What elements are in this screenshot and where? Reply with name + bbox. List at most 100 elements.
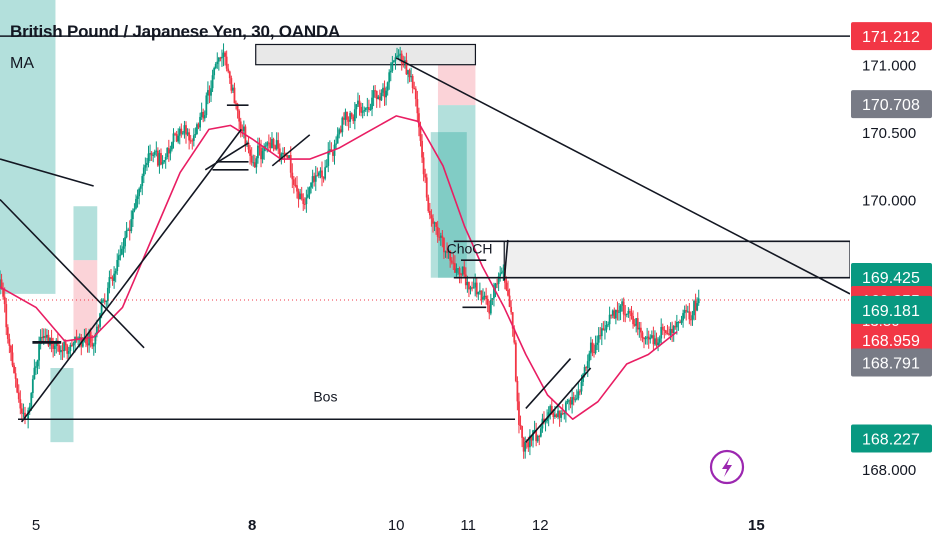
candle-body bbox=[102, 299, 105, 301]
candle-body bbox=[52, 343, 55, 349]
time-tick-label: 5 bbox=[32, 517, 40, 534]
candle-body bbox=[483, 295, 486, 298]
candle-body bbox=[421, 140, 423, 158]
candle-body bbox=[675, 322, 678, 328]
candle-body bbox=[336, 134, 339, 144]
candle-body bbox=[257, 145, 259, 159]
candle-body bbox=[266, 142, 269, 146]
candle-body bbox=[291, 172, 294, 180]
candle-body bbox=[261, 151, 264, 160]
candle-body bbox=[618, 311, 620, 313]
candle-body bbox=[244, 126, 247, 145]
candle-body bbox=[41, 336, 44, 339]
candle-body bbox=[568, 400, 570, 402]
candle-body bbox=[342, 117, 345, 120]
time-tick-label: 11 bbox=[460, 517, 476, 534]
candle-body bbox=[166, 147, 169, 158]
price-badge-label: 170.708 bbox=[862, 97, 920, 114]
candle-body bbox=[272, 138, 275, 146]
candle-body bbox=[269, 142, 272, 149]
candle-body bbox=[679, 322, 681, 324]
price-badges: 171.212170.708169.425169.25513:50169.181… bbox=[851, 22, 932, 453]
candle-body bbox=[167, 147, 170, 154]
candle-body bbox=[250, 155, 253, 163]
candle-body bbox=[482, 297, 484, 300]
candle-body bbox=[307, 194, 309, 198]
candle-body bbox=[267, 142, 270, 144]
candle-body bbox=[694, 300, 697, 311]
candle-body bbox=[319, 170, 322, 173]
candle-body bbox=[555, 414, 558, 417]
candle-body bbox=[486, 298, 489, 306]
candle-body bbox=[72, 343, 75, 346]
candle-body bbox=[614, 310, 617, 319]
candle-body bbox=[183, 125, 186, 133]
candle-body bbox=[591, 342, 594, 353]
candle-body bbox=[299, 193, 302, 200]
candle-body bbox=[571, 397, 574, 405]
candle-body bbox=[494, 283, 497, 289]
candle-body bbox=[221, 56, 223, 59]
time-tick-label: 10 bbox=[388, 517, 405, 534]
candle-body bbox=[213, 68, 216, 76]
price-badge bbox=[851, 90, 932, 119]
candle-body bbox=[160, 153, 162, 165]
candle-body bbox=[630, 312, 633, 317]
candle-body bbox=[646, 336, 649, 338]
candle-body bbox=[368, 107, 370, 110]
candle-body bbox=[400, 53, 403, 63]
candle-body bbox=[225, 56, 228, 69]
candle-body bbox=[125, 230, 128, 238]
candle-body bbox=[355, 104, 358, 110]
candle-body bbox=[303, 203, 306, 205]
candle-body bbox=[489, 299, 492, 314]
candle-body bbox=[518, 401, 520, 425]
candle-body bbox=[174, 133, 176, 135]
price-badge bbox=[851, 263, 932, 292]
candle-body bbox=[532, 430, 534, 441]
candle-body bbox=[522, 437, 525, 452]
candle-body bbox=[491, 298, 494, 300]
candle-body bbox=[142, 167, 145, 177]
candle-body bbox=[574, 399, 577, 401]
candle-body bbox=[674, 326, 677, 328]
candle-body bbox=[191, 140, 194, 142]
candle-body bbox=[161, 162, 164, 165]
candle-body bbox=[411, 76, 414, 89]
candle-body bbox=[497, 276, 500, 284]
candle-body bbox=[424, 174, 427, 178]
candle-body bbox=[119, 254, 122, 256]
candle-body bbox=[666, 333, 669, 335]
candle-body bbox=[696, 303, 699, 311]
candle-body bbox=[194, 134, 197, 136]
candle-body bbox=[38, 344, 40, 361]
candle-body bbox=[153, 151, 156, 155]
time-tick-label: 12 bbox=[532, 517, 549, 534]
candle-body bbox=[450, 260, 453, 263]
candle-body bbox=[360, 106, 362, 113]
candle-body bbox=[408, 70, 411, 78]
supply-demand-box bbox=[503, 240, 851, 279]
candle-body bbox=[558, 410, 561, 418]
candle-body bbox=[27, 410, 30, 420]
candle-body bbox=[116, 260, 119, 271]
candle-body bbox=[66, 345, 69, 354]
candle-body bbox=[428, 210, 431, 216]
candle-body bbox=[271, 138, 273, 149]
candle-body bbox=[652, 335, 655, 345]
candle-body bbox=[554, 414, 556, 417]
candle-body bbox=[691, 315, 694, 320]
candle-body bbox=[252, 162, 255, 164]
candle-body bbox=[533, 430, 536, 432]
candle-body bbox=[693, 300, 695, 316]
candle-body bbox=[67, 351, 70, 354]
candle-body bbox=[594, 344, 597, 354]
candle-body bbox=[563, 413, 566, 415]
candle-body bbox=[305, 197, 308, 205]
candle-body bbox=[460, 274, 463, 276]
candle-body bbox=[604, 329, 606, 331]
candle-body bbox=[146, 162, 148, 166]
candle-body bbox=[233, 87, 236, 104]
candle-body bbox=[619, 305, 622, 312]
bolt-button[interactable] bbox=[709, 449, 745, 485]
